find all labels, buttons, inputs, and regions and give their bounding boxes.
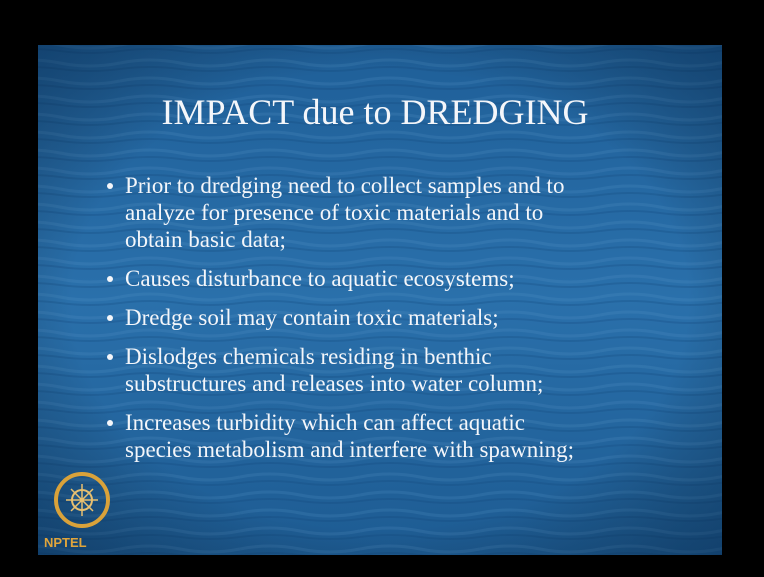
bullet-text: Dredge soil may contain toxic materials;: [125, 305, 499, 330]
bullet-text: Dislodges chemicals residing in benthic: [125, 344, 492, 369]
bullet-dot: [107, 183, 113, 189]
bullet-dot: [107, 315, 113, 321]
bullet-dot: [107, 354, 113, 360]
slide-title: IMPACT due to DREDGING: [161, 92, 588, 132]
bullet-text: obtain basic data;: [125, 227, 286, 252]
nptel-logo: NPTEL: [44, 472, 110, 550]
bullet-dot: [107, 276, 113, 282]
logo-ring: [54, 472, 110, 528]
bullet-text: species metabolism and interfere with sp…: [125, 437, 574, 462]
bullet-text: Increases turbidity which can affect aqu…: [125, 410, 525, 435]
logo-spokes: [66, 484, 98, 516]
bullet-dot: [107, 420, 113, 426]
bullet-list: Prior to dredging need to collect sample…: [107, 173, 574, 462]
logo-text: NPTEL: [44, 535, 87, 550]
bullet-text: analyze for presence of toxic materials …: [125, 200, 543, 225]
bullet-text: substructures and releases into water co…: [125, 371, 543, 396]
bullet-text: Causes disturbance to aquatic ecosystems…: [125, 266, 515, 291]
vignette: [38, 45, 722, 555]
bullet-text: Prior to dredging need to collect sample…: [125, 173, 564, 198]
slide: IMPACT due to DREDGING Prior to dredging…: [38, 45, 722, 555]
